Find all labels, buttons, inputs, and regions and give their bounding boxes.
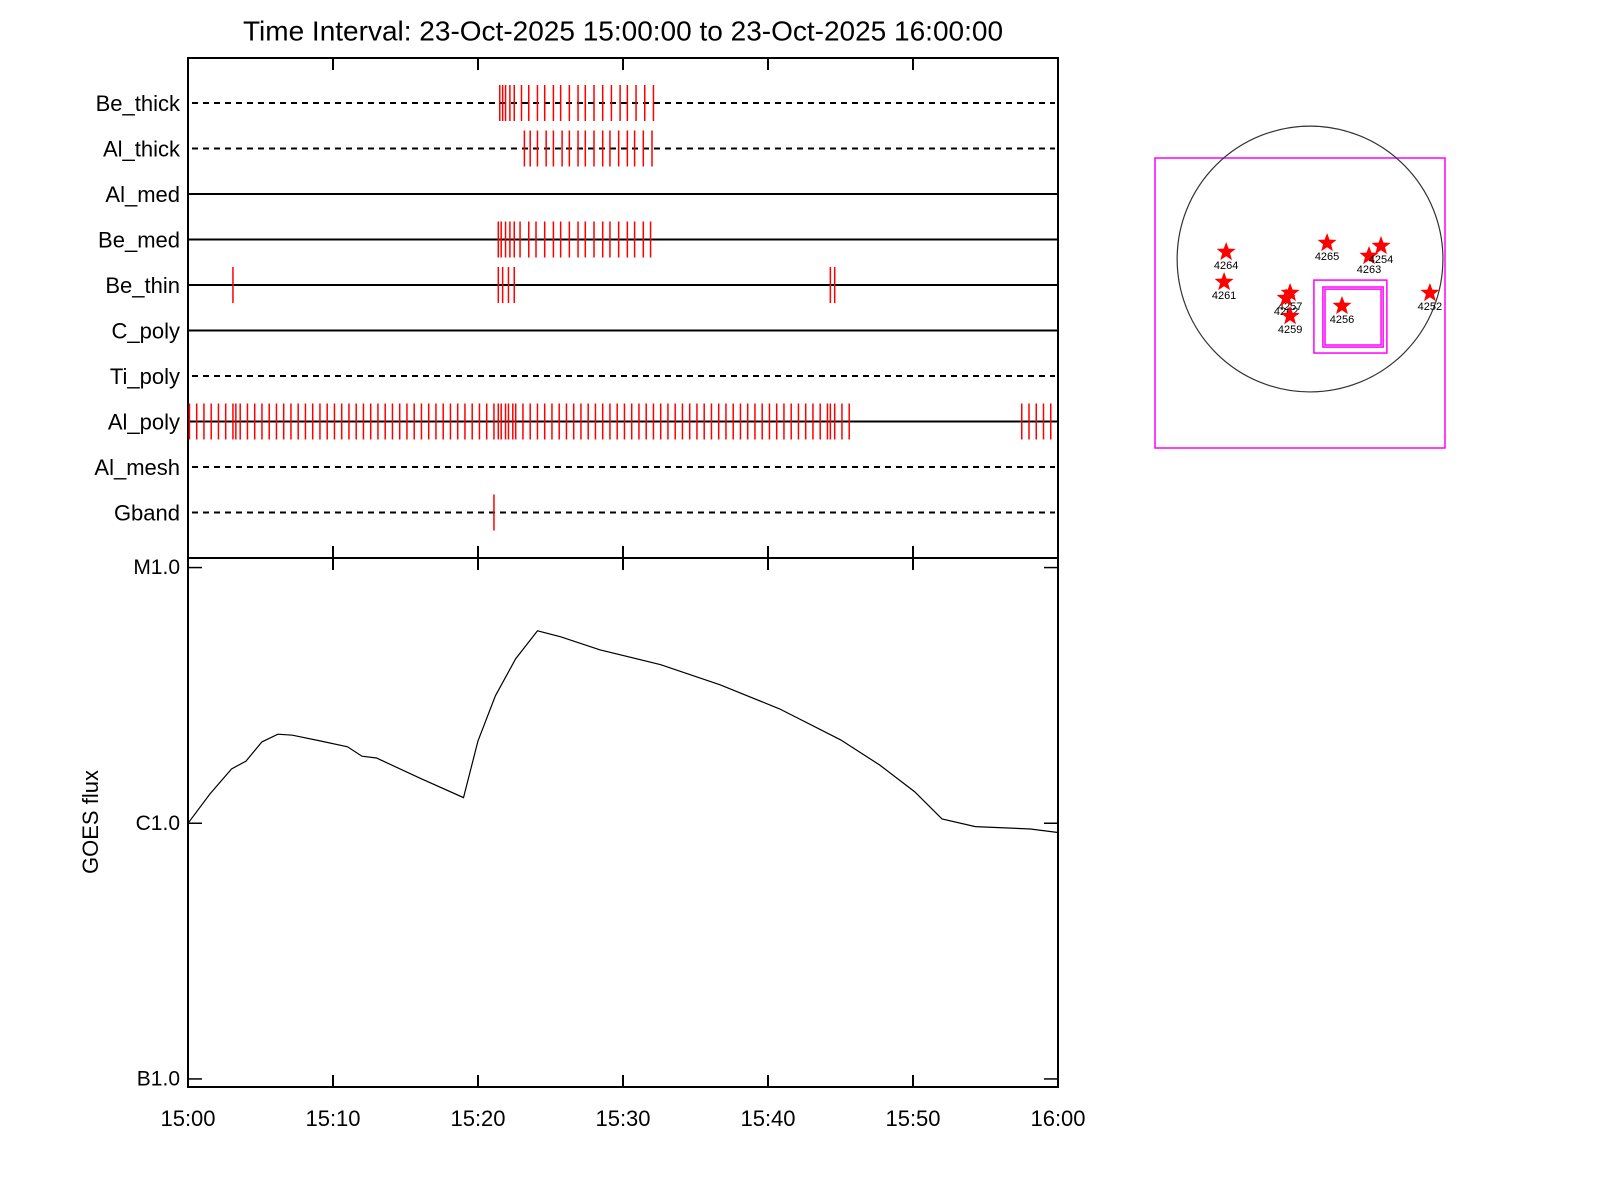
row-label: Al_mesh [94,455,180,480]
x-tick-label: 15:50 [885,1106,940,1131]
row-label: Be_thin [105,273,180,298]
ar-marker [1317,233,1337,252]
ar-marker [1216,242,1236,261]
ar-marker [1280,283,1300,302]
ar-label: 4263 [1357,264,1381,276]
ar-marker [1359,246,1379,265]
y-tick-label: C1.0 [136,812,180,835]
map-frame [1154,157,1446,449]
row-label: C_poly [112,318,180,343]
x-tick-label: 15:30 [595,1106,650,1131]
row-label: Be_thick [96,91,181,116]
x-tick-label: 15:40 [740,1106,795,1131]
ar-marker [1214,272,1234,291]
row-label: Be_med [98,227,180,252]
ar-marker [1276,288,1296,307]
x-tick-label: 16:00 [1030,1106,1085,1131]
ar-marker [1371,236,1391,255]
row-label: Ti_poly [110,364,180,389]
row-label: Gband [114,500,180,525]
x-tick-label: 15:10 [305,1106,360,1131]
fov-box [1322,286,1384,348]
x-tick-label: 15:20 [450,1106,505,1131]
ar-label: 4265 [1315,251,1339,263]
fov-box [1313,279,1388,354]
flux-line [187,630,1059,834]
row-label: Al_med [105,182,180,207]
row-label: Al_poly [108,409,180,434]
row-label: Al_thick [103,136,181,161]
ar-marker [1420,283,1440,302]
solar-limb [1176,125,1444,393]
ar-label: 4261 [1212,290,1236,302]
ar-label: 4259 [1278,324,1302,336]
ar-label: 4256 [1330,314,1354,326]
ar-marker [1280,306,1300,325]
y-tick-label: M1.0 [133,556,180,579]
ar-label: 4264 [1214,260,1238,272]
y-tick-label: B1.0 [137,1067,180,1090]
y-axis-label: GOES flux [78,770,103,874]
x-tick-label: 15:00 [160,1106,215,1131]
ar-label: 4252 [1418,301,1442,313]
ar-marker [1332,296,1352,315]
chart-title: Time Interval: 23-Oct-2025 15:00:00 to 2… [243,15,1003,46]
ar-label: 4254 [1369,254,1393,266]
fov-box [1324,288,1382,346]
